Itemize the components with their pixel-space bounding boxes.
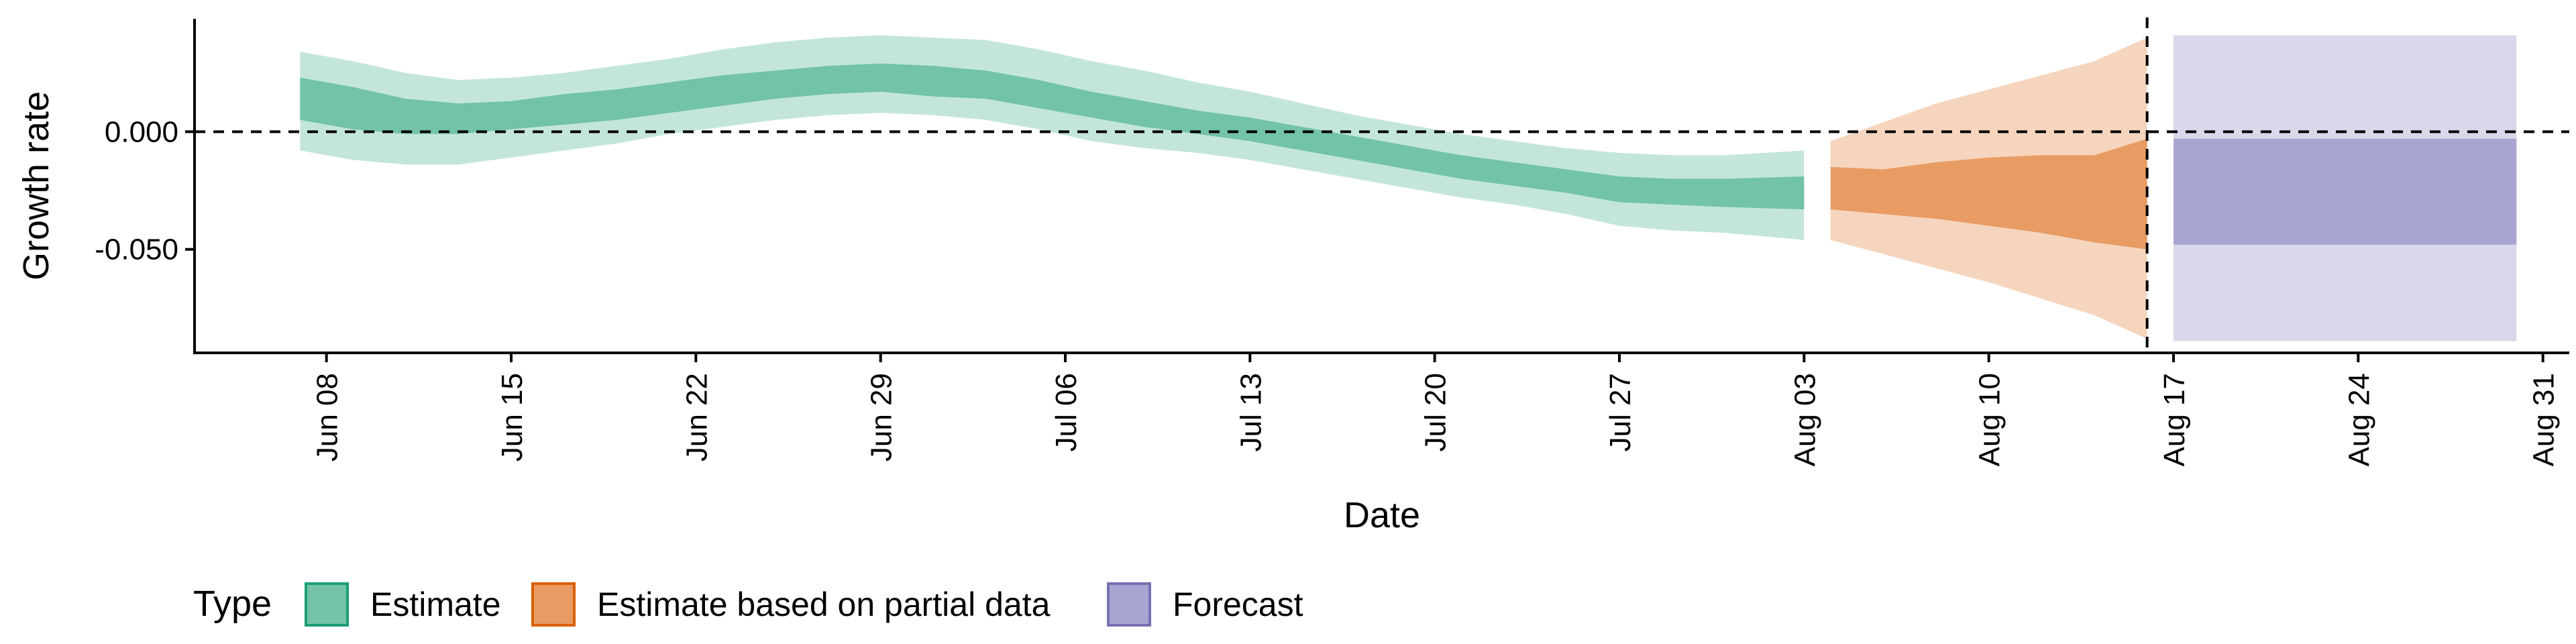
band-outer-estimate: [300, 35, 1805, 240]
x-tick-label: Aug 03: [1788, 373, 1821, 466]
series-bands: [300, 35, 2517, 341]
x-axis-title: Date: [1344, 495, 1420, 535]
reference-lines: [195, 17, 2569, 353]
x-tick-label: Aug 31: [2528, 373, 2561, 466]
legend-swatch-forecast: [1107, 582, 1151, 627]
x-tick-label: Jun 15: [496, 373, 529, 462]
x-tick-label: Jul 06: [1050, 373, 1083, 451]
x-tick-label: Jun 29: [865, 373, 898, 462]
y-tick-label: 0.000: [105, 115, 178, 148]
y-ticks: 0.000 -0.050: [95, 115, 195, 266]
x-tick-label: Aug 17: [2158, 373, 2191, 466]
y-tick-label: -0.050: [95, 233, 178, 266]
x-ticks: Jun 08 Jun 15 Jun 22 Jun 29 Jul 06 Jul 13 Jul …: [311, 353, 2561, 466]
band-inner-forecast: [2174, 138, 2517, 245]
x-tick-label: Jun 08: [311, 373, 344, 462]
legend-swatch-estimate: [305, 582, 349, 627]
x-tick-label: Jul 13: [1234, 373, 1267, 451]
legend-label-estimate: Estimate: [370, 586, 501, 623]
y-axis-title: Growth rate: [16, 91, 56, 280]
band-inner-estimate: [300, 63, 1805, 210]
legend-entries: Estimate Estimate based on partial data Fo…: [305, 582, 1303, 627]
legend-label-forecast: Forecast: [1173, 586, 1303, 623]
x-tick-label: Jul 27: [1604, 373, 1637, 451]
x-tick-label: Jul 20: [1419, 373, 1452, 451]
band-inner-estimate-based-on-partial-data: [1830, 138, 2147, 250]
legend-label-estimate-based-on-partial-data: Estimate based on partial data: [597, 586, 1051, 623]
x-tick-label: Jun 22: [680, 373, 713, 462]
x-tick-label: Aug 24: [2343, 373, 2375, 466]
x-tick-label: Aug 10: [1974, 373, 2006, 466]
legend: Type Estimate Estimate based on partial d…: [193, 582, 1303, 627]
legend-title: Type: [193, 584, 272, 624]
legend-swatch-estimate-based-on-partial-data: [531, 582, 576, 627]
